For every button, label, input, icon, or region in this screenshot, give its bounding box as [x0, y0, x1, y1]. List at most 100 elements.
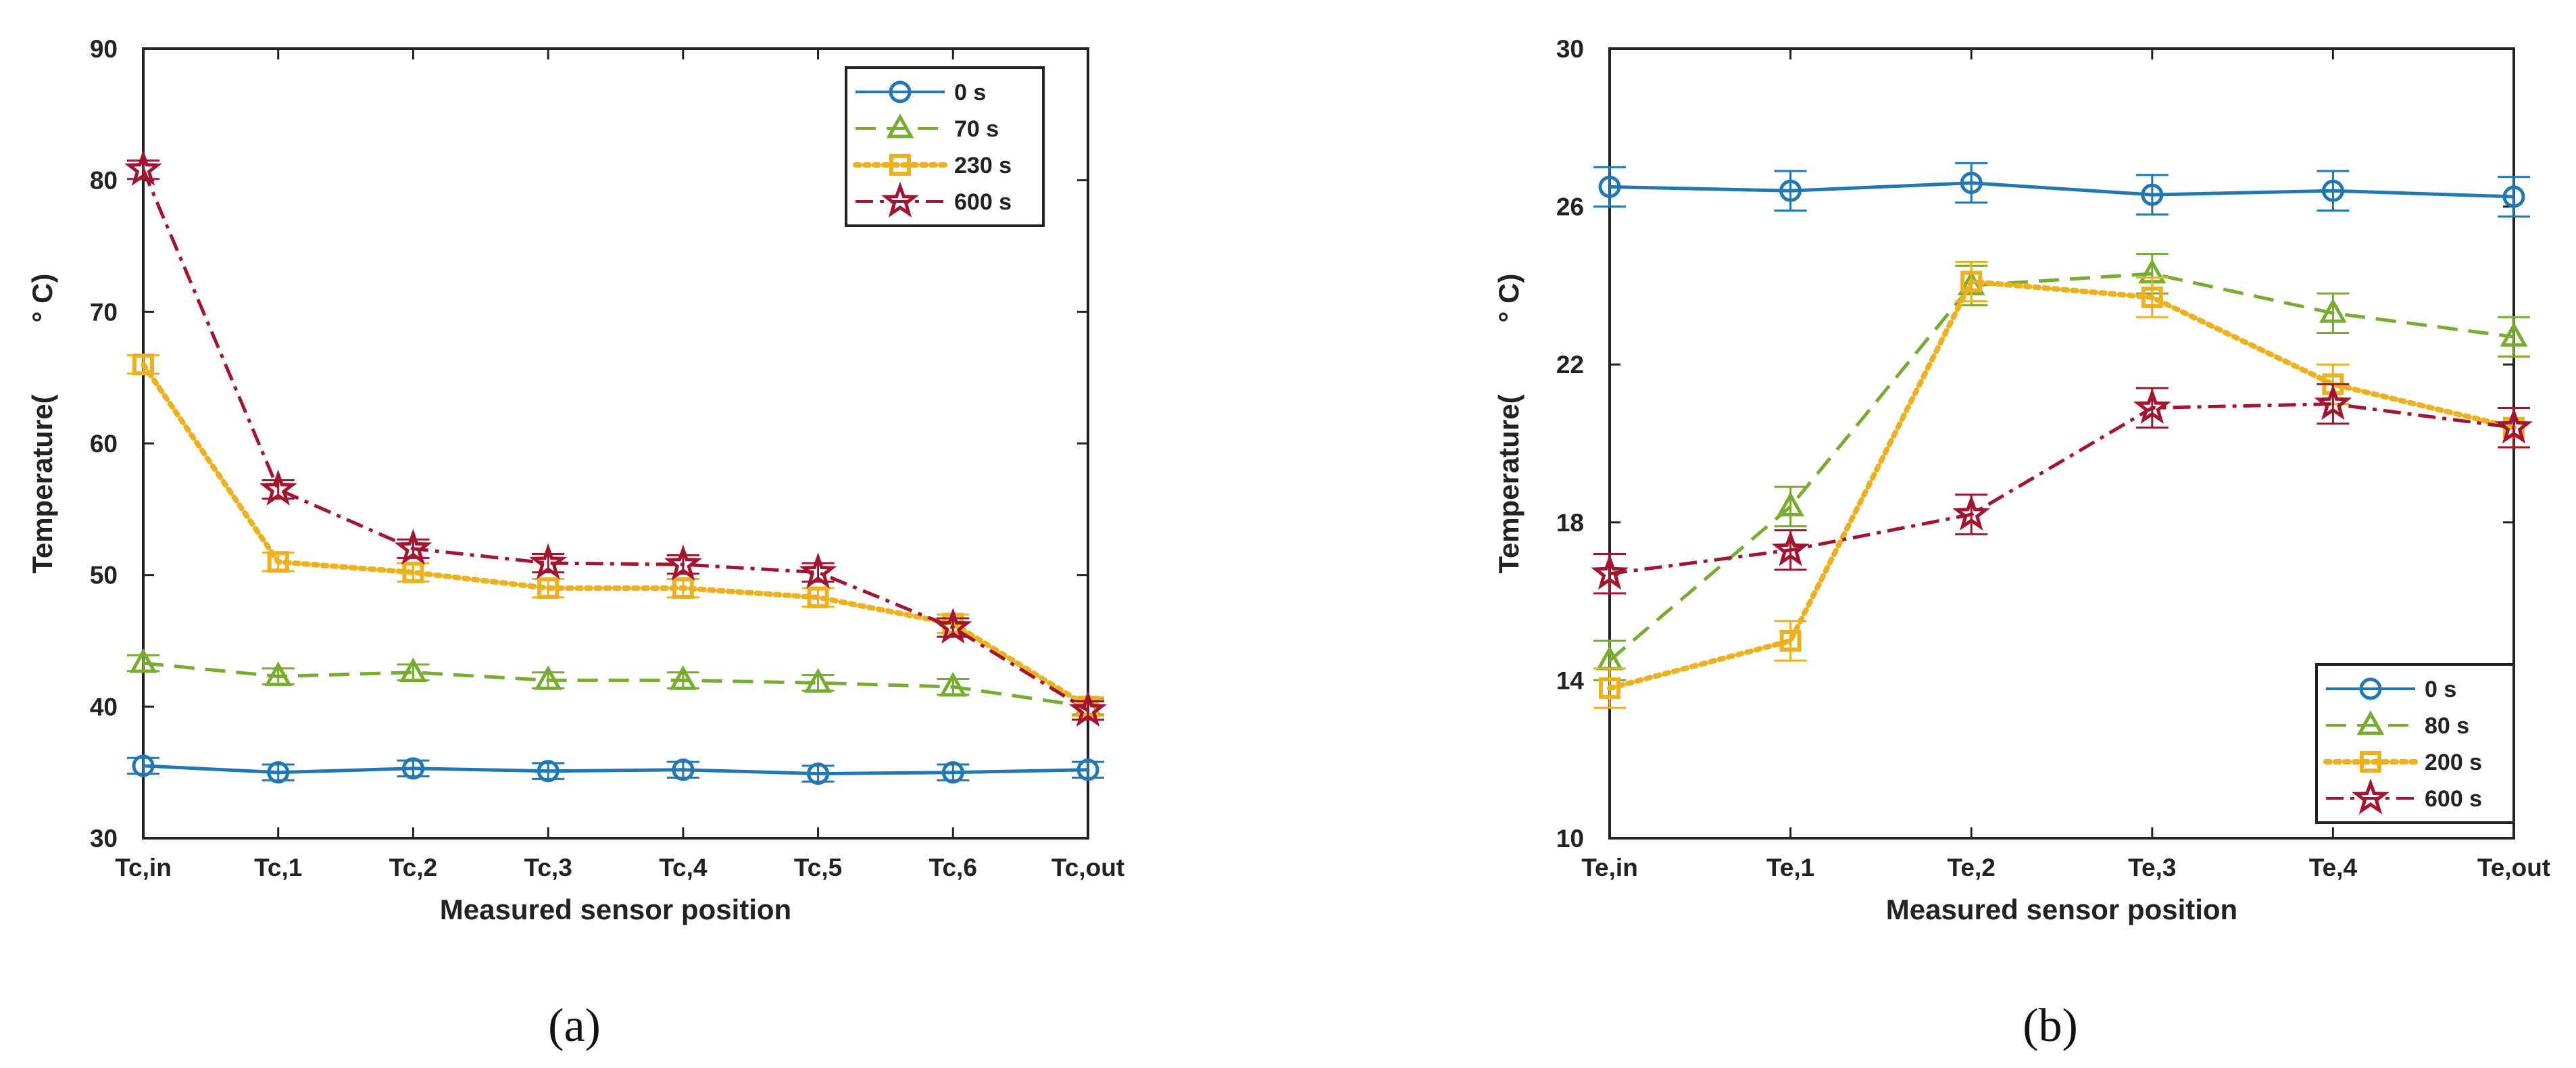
data-point [2141, 286, 2163, 308]
x-tick-label: Tc,3 [524, 854, 572, 881]
x-tick-label: Tc,4 [659, 854, 708, 881]
data-point [394, 529, 432, 565]
data-point [2141, 183, 2164, 206]
x-tick-label: Tc,2 [389, 854, 437, 881]
series-line [143, 661, 1089, 708]
data-point [402, 561, 424, 583]
legend-label: 80 s [2425, 713, 2469, 739]
data-point [669, 665, 697, 690]
series-200s [1593, 260, 2530, 709]
y-tick-label: 90 [90, 35, 118, 63]
series-80s [1593, 253, 2530, 681]
chart-panel-b: 10 14 18 22 26 30 Te,in Te,1 Te,2 Te,3 Te,4 Te,out M… [1493, 35, 2550, 1052]
data-point [259, 469, 297, 506]
legend-marker [2359, 677, 2382, 700]
legend-label: 0 s [2425, 677, 2456, 702]
legend-box [845, 66, 1045, 227]
x-tick-label: Tc,5 [794, 854, 842, 881]
y-tick-label: 26 [1556, 193, 1584, 221]
legend-label: 200 s [2425, 750, 2482, 775]
data-point [1779, 630, 1802, 652]
data-point [2133, 387, 2171, 424]
data-point [934, 608, 972, 644]
legend-marker [2352, 778, 2389, 815]
series-line [1608, 272, 2515, 662]
data-point [807, 586, 829, 608]
panel-caption: (a) [548, 1000, 601, 1052]
x-axis-label: Measured sensor position [440, 894, 791, 925]
data-point [799, 552, 837, 589]
data-point [2319, 298, 2347, 323]
y-tick-label: 14 [1556, 666, 1585, 694]
legend-marker [881, 181, 919, 218]
y-axis-label: Temperature( [1493, 394, 1525, 573]
data-point [2321, 179, 2344, 202]
x-tick-label: Te,4 [2309, 854, 2358, 881]
legend-marker [886, 113, 914, 139]
series-line [141, 362, 1091, 710]
data-point [267, 551, 289, 573]
data-point [2314, 384, 2352, 420]
y-axis-label: Temperature( [26, 394, 58, 573]
data-point [1599, 677, 1620, 700]
series-0s [1593, 162, 2530, 218]
series-70s [127, 648, 1104, 717]
data-point [129, 648, 157, 673]
data-point [537, 577, 560, 600]
data-point [664, 544, 702, 581]
data-point [1779, 179, 1802, 202]
legend-label: 0 s [954, 80, 986, 105]
data-point [132, 354, 154, 376]
y-tick-label: 70 [90, 298, 118, 326]
legend-box [2315, 663, 2515, 824]
data-point [1076, 758, 1099, 781]
series-line [1609, 402, 2515, 576]
x-tick-label: Tc,6 [929, 854, 977, 881]
data-point [1952, 494, 1991, 531]
data-point [1777, 491, 1805, 516]
data-point [1960, 270, 1983, 293]
data-point [2500, 322, 2528, 347]
y-tick-label: 50 [90, 562, 118, 589]
y-tick-label: 40 [90, 693, 118, 721]
y-tick-label: 10 [1556, 825, 1584, 852]
series-230s [127, 354, 1104, 718]
legend-marker [889, 80, 912, 103]
data-point [804, 668, 832, 693]
series-line [143, 764, 1089, 776]
y-axis-unit: ° C) [1493, 274, 1525, 323]
legend-marker [2360, 751, 2381, 773]
legend: 0 s 70 s 230 s 600 s [845, 66, 1045, 227]
legend-label: 600 s [954, 189, 1012, 215]
legend-label: 600 s [2425, 786, 2482, 812]
data-point [2502, 185, 2525, 208]
series-600s [1591, 383, 2533, 595]
y-tick-label: 30 [1556, 35, 1584, 63]
data-point [939, 672, 967, 697]
panel-caption: (b) [2023, 1000, 2078, 1052]
data-point [672, 577, 694, 600]
x-tick-label: Tc,out [1051, 854, 1124, 881]
x-tick-label: Te,3 [2128, 854, 2176, 881]
legend-marker [889, 154, 911, 176]
data-point [537, 760, 560, 783]
data-point [1069, 690, 1107, 727]
data-point [401, 757, 424, 780]
y-tick-label: 60 [90, 430, 118, 458]
data-point [399, 657, 427, 683]
x-tick-label: Te,2 [1948, 854, 1996, 881]
x-tick-label: Tc,in [115, 854, 172, 881]
x-tick-label: Tc,1 [254, 854, 302, 881]
series-line [141, 169, 1089, 712]
data-point [2495, 408, 2533, 444]
legend-label: 70 s [954, 116, 999, 142]
x-tick-label: Te,1 [1766, 854, 1814, 881]
y-axis-unit: ° C) [26, 274, 58, 323]
legend-label: 230 s [954, 153, 1012, 178]
data-point [1598, 175, 1621, 198]
data-point [1591, 554, 1629, 590]
data-point [672, 758, 695, 781]
data-point [529, 543, 568, 579]
legend: 0 s 80 s 200 s 600 s [2315, 663, 2515, 824]
